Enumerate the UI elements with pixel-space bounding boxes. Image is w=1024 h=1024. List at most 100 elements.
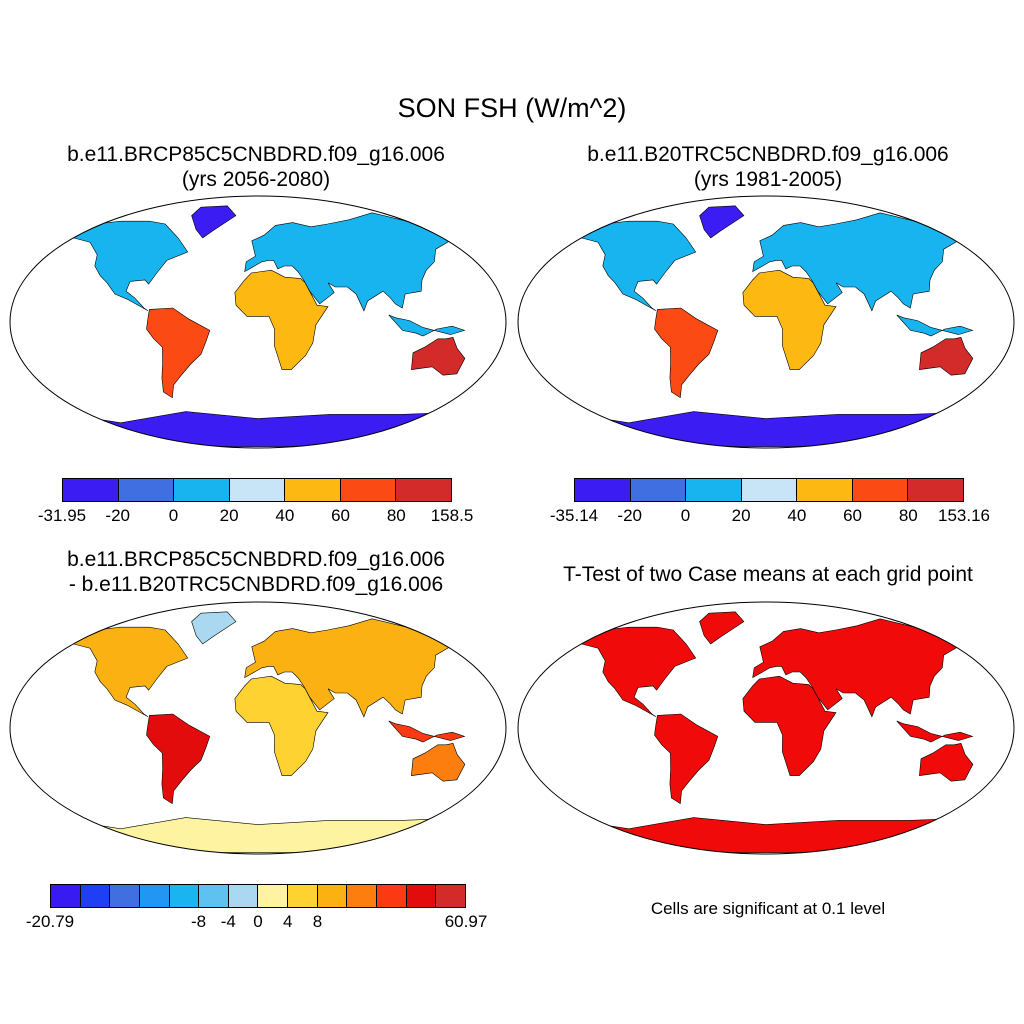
colorbar-tick-label: 80 (386, 506, 406, 525)
colorbar-swatch (258, 885, 289, 907)
colorbar-swatch (199, 885, 229, 907)
colorbar-swatch (285, 479, 341, 501)
landmass-antarctica (548, 409, 984, 447)
landmass-antarctica (548, 815, 984, 853)
colorbar-tick-label: 158.5 (430, 506, 474, 525)
landmass-eurasia (244, 212, 471, 312)
colorbar-tick-label: -31.95 (37, 506, 87, 525)
colorbar-tick-label: 40 (275, 506, 295, 525)
colorbar-tick-label: 40 (787, 506, 807, 525)
landmass-africa (234, 675, 329, 776)
colorbar-tick-label: 60.97 (444, 912, 488, 931)
colorbar-tick-label: 20 (219, 506, 239, 525)
panel1-title-line1: b.e11.BRCP85C5CNBDRD.f09_g16.006 (67, 143, 445, 166)
landmass-greenland (699, 205, 745, 239)
colorbar-swatch (436, 885, 465, 907)
colorbar-swatch (317, 885, 348, 907)
colorbar-swatch (110, 885, 140, 907)
landmass-greenland (191, 611, 237, 645)
colorbar-tick-label: 0 (253, 912, 263, 931)
colorbar-swatch (396, 479, 452, 501)
colorbar-swatch (288, 885, 318, 907)
colorbar-tick-label: -4 (220, 912, 236, 931)
landmass-eurasia (752, 212, 979, 312)
panel4-significance-note: Cells are significant at 0.1 level (650, 899, 886, 918)
panel2-title-line1: b.e11.B20TRC5CNBDRD.f09_g16.006 (587, 143, 949, 166)
panel3-title-line1: b.e11.BRCP85C5CNBDRD.f09_g16.006 (67, 548, 445, 571)
colorbar-swatch (347, 885, 378, 907)
landmass-namerica (56, 626, 189, 718)
colorbar-swatch (169, 885, 200, 907)
figure-title: SON FSH (W/m^2) (397, 93, 627, 123)
panel3-colorbar (50, 884, 466, 908)
landmass-seasia (388, 314, 466, 337)
colorbar-swatch (377, 885, 407, 907)
colorbar-swatch (174, 479, 230, 501)
colorbar-swatch (228, 885, 259, 907)
panel3-title-line2: - b.e11.B20TRC5CNBDRD.f09_g16.006 (68, 573, 444, 596)
colorbar-swatch (852, 479, 909, 501)
landmass-namerica (564, 626, 697, 718)
landmass-samerica (146, 307, 211, 399)
colorbar-tick-label: -20.79 (25, 912, 75, 931)
panel2-map (517, 195, 1015, 449)
colorbar-swatch (63, 479, 119, 501)
map-border (517, 601, 1015, 855)
colorbar-swatch (229, 479, 286, 501)
panel1-colorbar (62, 478, 452, 502)
landmass-australia (919, 337, 974, 376)
colorbar-swatch (118, 479, 175, 501)
colorbar-tick-label: -20 (617, 506, 642, 525)
colorbar-tick-label: 60 (843, 506, 863, 525)
landmass-africa (234, 269, 329, 370)
landmass-australia (411, 743, 466, 782)
colorbar-tick-label: 153.16 (938, 506, 990, 525)
colorbar-tick-label: -35.14 (549, 506, 599, 525)
colorbar-tick-label: -20 (105, 506, 130, 525)
colorbar-tick-label: 60 (331, 506, 351, 525)
colorbar-swatch (741, 479, 798, 501)
colorbar-swatch (406, 885, 437, 907)
landmass-samerica (654, 713, 719, 805)
colorbar-tick-label: 8 (312, 912, 323, 931)
colorbar-swatch (575, 479, 631, 501)
panel2-colorbar (574, 478, 964, 502)
landmass-antarctica (40, 409, 476, 447)
landmass-greenland (191, 205, 237, 239)
map-border (9, 195, 507, 449)
colorbar-tick-label: 4 (282, 912, 293, 931)
landmass-africa (742, 675, 837, 776)
colorbar-tick-label: -8 (191, 912, 207, 931)
colorbar-tick-label: 0 (168, 506, 179, 525)
landmass-samerica (654, 307, 719, 399)
map-border (517, 195, 1015, 449)
colorbar-tick-label: 0 (680, 506, 691, 525)
panel4-title: T-Test of two Case means at each grid po… (563, 563, 973, 586)
landmass-eurasia (244, 618, 471, 718)
landmass-seasia (388, 720, 466, 743)
landmass-australia (411, 337, 466, 376)
landmass-greenland (699, 611, 745, 645)
landmass-samerica (146, 713, 211, 805)
colorbar-tick-label: 20 (731, 506, 751, 525)
colorbar-tick-label: 80 (898, 506, 918, 525)
colorbar-swatch (630, 479, 687, 501)
landmass-africa (742, 269, 837, 370)
colorbar-swatch (340, 479, 397, 501)
landmass-seasia (896, 720, 974, 743)
landmass-seasia (896, 314, 974, 337)
landmass-eurasia (752, 618, 979, 718)
colorbar-swatch (80, 885, 111, 907)
colorbar-swatch (51, 885, 81, 907)
panel1-title-line2: (yrs 2056-2080) (181, 168, 331, 191)
panel3-map (9, 601, 507, 855)
panel2-title-line2: (yrs 1981-2005) (693, 168, 843, 191)
colorbar-swatch (908, 479, 964, 501)
colorbar-swatch (139, 885, 170, 907)
colorbar-swatch (686, 479, 742, 501)
landmass-antarctica (40, 815, 476, 853)
map-border (9, 601, 507, 855)
landmass-namerica (564, 220, 697, 312)
landmass-australia (919, 743, 974, 782)
panel1-map (9, 195, 507, 449)
